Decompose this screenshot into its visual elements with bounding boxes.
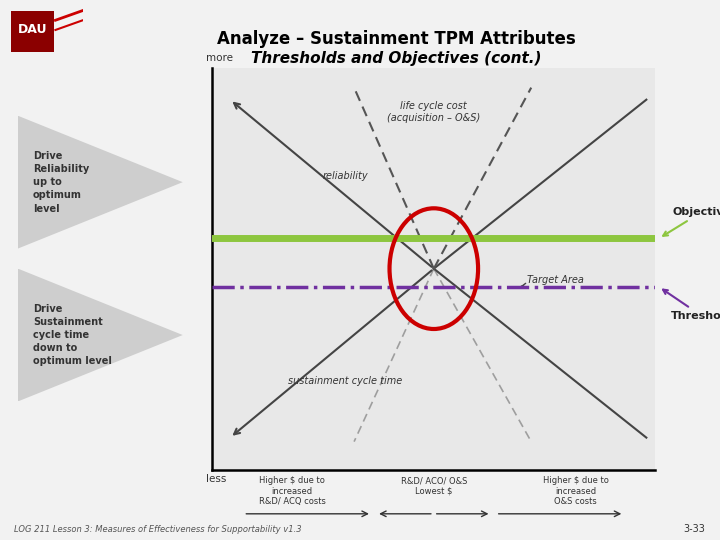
Text: more: more: [206, 53, 233, 64]
Text: Objective: Objective: [663, 207, 720, 236]
Text: DAU: DAU: [18, 23, 47, 37]
Text: Target Area: Target Area: [521, 275, 584, 287]
Text: Drive
Sustainment
cycle time
down to
optimum level: Drive Sustainment cycle time down to opt…: [33, 303, 112, 367]
Text: Thresholds and Objectives (cont.): Thresholds and Objectives (cont.): [251, 51, 541, 66]
Polygon shape: [18, 116, 183, 248]
Text: sustainment cycle time: sustainment cycle time: [288, 376, 402, 386]
Text: less: less: [206, 474, 226, 484]
Text: Drive
Reliability
up to
optimum
level: Drive Reliability up to optimum level: [33, 151, 89, 213]
Text: reliability: reliability: [323, 171, 368, 181]
Text: Threshold: Threshold: [663, 289, 720, 321]
Text: life cycle cost
(acquisition – O&S): life cycle cost (acquisition – O&S): [387, 101, 480, 123]
Text: 3-33: 3-33: [684, 523, 706, 534]
FancyBboxPatch shape: [11, 10, 54, 52]
Text: Higher $ due to
increased
O&S costs: Higher $ due to increased O&S costs: [543, 476, 608, 506]
Text: Higher $ due to
increased
R&D/ ACQ costs: Higher $ due to increased R&D/ ACQ costs: [258, 476, 325, 506]
Polygon shape: [18, 268, 183, 401]
Text: LOG 211 Lesson 3: Measures of Effectiveness for Supportability v1.3: LOG 211 Lesson 3: Measures of Effectiven…: [14, 524, 302, 534]
Text: R&D/ ACO/ O&S
Lowest $: R&D/ ACO/ O&S Lowest $: [400, 476, 467, 496]
Text: Analyze – Sustainment TPM Attributes: Analyze – Sustainment TPM Attributes: [217, 30, 575, 48]
